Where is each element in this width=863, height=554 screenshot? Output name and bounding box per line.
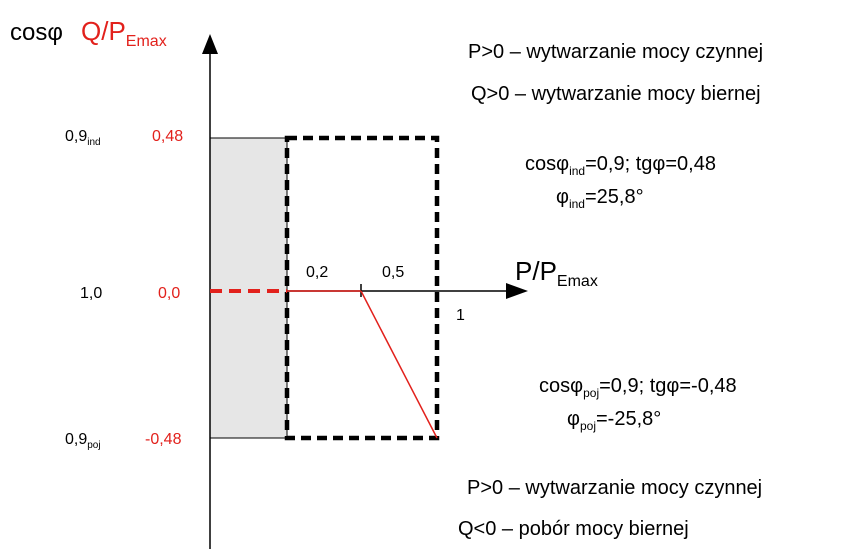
cos-label-poj: 0,9poj bbox=[65, 431, 101, 451]
y-title-q: Q/PEmax bbox=[81, 16, 167, 50]
gray-region bbox=[209, 137, 288, 439]
x-tick-label-1: 1 bbox=[456, 307, 465, 324]
q-label-pos: 0,48 bbox=[152, 128, 183, 145]
y-axis-arrow bbox=[202, 34, 218, 54]
note-ind-phi: φind=25,8° bbox=[556, 186, 644, 211]
note-poj-phi: φpoj=-25,8° bbox=[567, 408, 661, 433]
note-bottom-line1: P>0 – wytwarzanie mocy czynnej bbox=[467, 477, 762, 499]
x-axis-arrow bbox=[506, 283, 528, 299]
x-tick-label-05: 0,5 bbox=[382, 264, 404, 281]
q-label-neg: -0,48 bbox=[145, 431, 182, 448]
cos-label-ind: 0,9ind bbox=[65, 128, 101, 148]
red-slope-line bbox=[360, 290, 438, 439]
x-tick-label-02: 0,2 bbox=[306, 264, 328, 281]
note-poj-cos: cosφpoj=0,9; tgφ=-0,48 bbox=[539, 375, 737, 400]
q-label-zero: 0,0 bbox=[158, 285, 180, 302]
note-top-line2: Q>0 – wytwarzanie mocy biernej bbox=[471, 83, 761, 105]
note-top-line1: P>0 – wytwarzanie mocy czynnej bbox=[468, 41, 763, 63]
y-title-cos: cosφ bbox=[10, 19, 63, 46]
note-bottom-line2: Q<0 – pobór mocy biernej bbox=[458, 518, 689, 540]
cos-label-one: 1,0 bbox=[80, 285, 102, 302]
x-title: P/PEmax bbox=[515, 256, 598, 290]
note-ind-cos: cosφind=0,9; tgφ=0,48 bbox=[525, 153, 716, 178]
